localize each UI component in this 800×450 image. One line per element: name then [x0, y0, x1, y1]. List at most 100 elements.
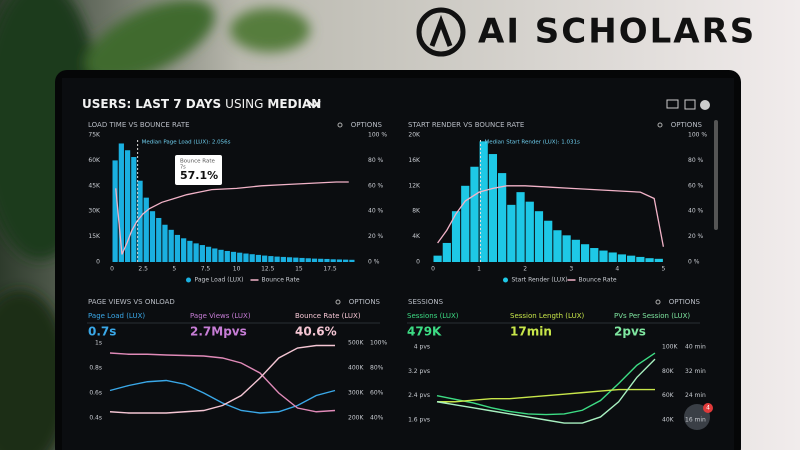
bar	[442, 242, 451, 262]
screen	[62, 78, 734, 450]
x-tick-label: 1	[477, 266, 481, 273]
legend-label: Bounce Rate	[579, 277, 617, 284]
bar	[293, 257, 299, 262]
bar	[243, 253, 249, 262]
options-button[interactable]: OPTIONS	[349, 298, 381, 306]
y3-tick-label: 32 min	[685, 368, 706, 375]
tooltip-sub: 7s	[180, 165, 186, 171]
bar	[255, 254, 262, 262]
x-tick-label: 15	[295, 266, 303, 273]
dropdown-icon[interactable]	[307, 100, 321, 109]
y3-tick-label: 40%	[370, 415, 384, 422]
bar	[149, 211, 156, 262]
y-tick-label: 30K	[88, 208, 101, 215]
bar	[349, 259, 355, 262]
notification-count: 4	[706, 405, 710, 412]
x-tick-label: 5	[661, 266, 665, 273]
y3-tick-label: 16 min	[685, 417, 706, 424]
x-tick-label: 3	[569, 266, 573, 273]
legend-label: Bounce Rate	[262, 277, 300, 284]
options-button[interactable]: OPTIONS	[351, 121, 383, 129]
bar	[137, 180, 143, 262]
bar	[654, 258, 663, 262]
options-icon[interactable]	[657, 122, 663, 128]
bar	[470, 166, 479, 262]
help-icon[interactable]	[700, 100, 710, 110]
y2-tick-label: 20 %	[688, 233, 704, 240]
series-line	[436, 358, 656, 424]
x-tick-label: 5	[172, 266, 176, 273]
options-button[interactable]: OPTIONS	[671, 121, 703, 129]
y-tick-label: 2.4 pvs	[408, 392, 430, 399]
bar	[131, 157, 137, 262]
bar	[324, 258, 330, 262]
bar	[525, 201, 534, 262]
metric-label: Session Length (LUX)	[510, 312, 585, 320]
metric-label: Page Load (LUX)	[88, 312, 145, 320]
bounce-line	[115, 181, 349, 255]
x-tick-label: 2	[523, 266, 527, 273]
bar	[118, 143, 124, 262]
y2-tick-label: 40 %	[368, 208, 384, 215]
legend-label: Page Load (LUX)	[195, 277, 244, 284]
bar	[205, 246, 212, 262]
bar	[617, 254, 627, 262]
bar	[636, 256, 645, 262]
y3-tick-label: 40 min	[685, 344, 706, 351]
share-icon[interactable]	[684, 99, 696, 110]
series-line	[109, 379, 336, 414]
x-tick-label: 17.5	[323, 266, 337, 273]
chat-button[interactable]	[684, 404, 710, 430]
options-button[interactable]: OPTIONS	[669, 298, 701, 306]
panel-title: SESSIONS	[408, 298, 444, 306]
bar	[534, 211, 544, 262]
panel-title: START RENDER VS BOUNCE RATE	[408, 121, 524, 129]
bar	[181, 238, 187, 262]
series-line	[109, 344, 335, 414]
x-tick-label: 7.5	[201, 266, 211, 273]
metric-value: 479K	[407, 325, 442, 339]
y-tick-label: 0	[96, 259, 100, 266]
x-tick-label: 2.5	[138, 266, 148, 273]
y-tick-label: 60K	[88, 157, 101, 164]
bar	[305, 258, 311, 262]
y2-tick-label: 80K	[662, 368, 675, 375]
bar	[299, 257, 305, 262]
y2-tick-label: 100 %	[688, 132, 707, 139]
bar	[199, 245, 205, 262]
options-icon[interactable]	[337, 122, 343, 128]
y2-tick-label: 300K	[348, 390, 364, 397]
panel-title: PAGE VIEWS VS ONLOAD	[88, 298, 175, 306]
y-tick-label: 15K	[88, 233, 101, 240]
y3-tick-label: 24 min	[685, 392, 706, 399]
bar	[187, 240, 193, 262]
y-tick-label: 0.8s	[89, 365, 102, 372]
y-tick-label: 8K	[412, 208, 421, 215]
bar	[318, 258, 324, 262]
median-label: Median Start Render (LUX): 1.031s	[485, 140, 580, 146]
bar	[599, 250, 608, 262]
y-tick-label: 1s	[95, 340, 102, 347]
title-part: USING	[225, 97, 263, 111]
bar	[168, 229, 174, 262]
title-part: MEDIAN	[267, 97, 321, 111]
bar	[286, 257, 293, 262]
monitor-icon[interactable]	[666, 99, 679, 109]
bar	[162, 224, 168, 262]
y-tick-label: 45K	[88, 182, 101, 189]
y-tick-label: 75K	[88, 132, 101, 139]
y-tick-label: 0.4s	[89, 415, 102, 422]
bar	[156, 217, 162, 262]
x-tick-label: 4	[615, 266, 619, 273]
y3-tick-label: 60%	[370, 390, 384, 397]
bar	[330, 259, 336, 262]
y2-tick-label: 40K	[662, 417, 675, 424]
bar	[488, 154, 498, 262]
options-icon[interactable]	[335, 299, 341, 305]
x-tick-label: 12.5	[261, 266, 275, 273]
bar	[590, 248, 599, 262]
options-icon[interactable]	[655, 299, 661, 305]
bar	[645, 258, 654, 262]
bar	[174, 234, 181, 262]
